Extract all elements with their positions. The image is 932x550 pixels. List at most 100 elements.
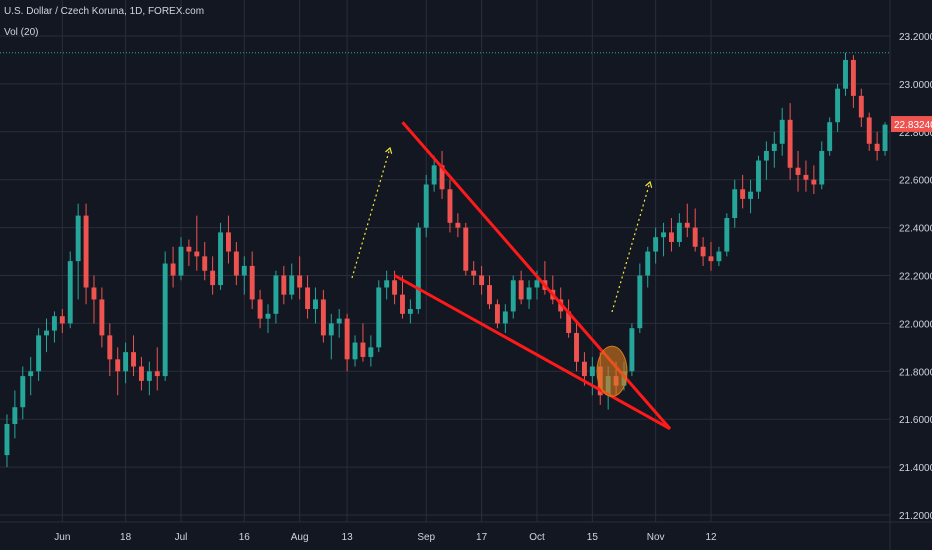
candle-body <box>273 275 279 314</box>
candle-body <box>75 215 81 262</box>
candle-body <box>653 237 659 252</box>
candle-body <box>795 167 801 175</box>
y-tick-label: 21.80000 <box>899 367 932 378</box>
candle-body <box>439 165 445 190</box>
candle-body <box>574 332 579 362</box>
breakout-highlight <box>596 345 628 397</box>
x-tick-label: Nov <box>647 532 665 543</box>
candle-body <box>716 251 722 262</box>
candle-body <box>669 232 674 242</box>
candle-body <box>360 342 366 357</box>
candle-body <box>526 287 532 300</box>
y-tick-label: 21.40000 <box>899 463 932 474</box>
candle-body <box>692 227 698 247</box>
x-axis: Jun 18 Jul 16 Aug 13 Sep 17 Oct 15 Nov 12 <box>54 532 717 543</box>
candle-body <box>843 59 848 89</box>
candle-body <box>882 124 888 151</box>
y-tick-label: 23.20000 <box>899 32 932 43</box>
candle-body <box>59 316 65 324</box>
candle-body <box>265 313 271 319</box>
candle-body <box>249 265 255 300</box>
candle-body <box>170 263 176 276</box>
candle-body <box>368 347 374 357</box>
candle-body <box>803 174 809 180</box>
candle-body <box>289 275 295 295</box>
candle-body <box>455 222 461 228</box>
arrow-shaft <box>351 147 391 279</box>
candle-body <box>154 371 160 377</box>
candle-body <box>313 299 318 310</box>
candle-body <box>676 222 682 242</box>
candle-body <box>502 311 508 324</box>
x-tick-label: 12 <box>705 532 717 543</box>
candle-body <box>518 280 524 300</box>
candle-body <box>210 270 216 286</box>
candle-body <box>51 316 57 331</box>
candle-body <box>534 280 540 288</box>
candle-body <box>463 227 469 271</box>
candle-body <box>423 184 429 228</box>
candle-body <box>328 323 334 336</box>
candle-body <box>407 309 413 314</box>
candle-body <box>494 304 500 324</box>
candle-body <box>233 251 239 276</box>
candle-body <box>771 143 777 151</box>
candle-body <box>661 232 666 238</box>
candle-body <box>510 280 516 312</box>
candle-body <box>376 287 382 348</box>
candle-body <box>194 251 200 257</box>
x-tick-label: Aug <box>291 532 309 543</box>
candle-body <box>384 280 390 288</box>
volume-indicator-label: Vol (20) <box>4 27 39 38</box>
projection-arrow-1 <box>351 146 393 279</box>
arrow-head <box>645 180 653 188</box>
candle-body <box>115 359 121 372</box>
candle-body <box>12 407 18 424</box>
x-tick-label: Sep <box>417 532 435 543</box>
candle-body <box>850 59 856 96</box>
y-axis: 23.20000 23.00000 22.80000 22.60000 22.40000… <box>899 32 932 522</box>
candle-body <box>479 275 485 286</box>
x-tick-label: Jul <box>175 532 188 543</box>
y-tick-label: 22.20000 <box>899 272 932 283</box>
candle-body <box>4 423 10 456</box>
candles <box>4 52 888 468</box>
candle-body <box>724 218 730 252</box>
candle-body <box>44 330 49 336</box>
candle-body <box>305 287 311 310</box>
candle-body <box>487 285 492 305</box>
candle-body <box>344 318 350 360</box>
candle-body <box>202 256 208 271</box>
chart-title: U.S. Dollar / Czech Koruna, 1D, FOREX.co… <box>4 6 205 17</box>
candle-body <box>83 215 89 288</box>
last-price-box <box>891 116 932 133</box>
candle-body <box>756 160 761 192</box>
y-tick-label: 23.00000 <box>899 80 932 91</box>
drawings <box>351 121 672 431</box>
candle-body <box>20 376 26 408</box>
candle-body <box>684 222 690 228</box>
candle-body <box>281 275 287 295</box>
candle-body <box>178 246 184 276</box>
candle-body <box>740 189 746 199</box>
y-tick-label: 21.60000 <box>899 415 932 426</box>
candle-body <box>629 328 635 372</box>
candle-body <box>218 232 223 286</box>
wedge-lower-line <box>393 274 671 431</box>
candle-body <box>874 143 880 151</box>
candle-body <box>91 287 97 300</box>
candle-body <box>36 335 42 372</box>
candle-body <box>400 294 405 314</box>
candle-body <box>819 150 825 185</box>
candle-body <box>241 265 247 276</box>
candle-body <box>581 361 587 377</box>
candle-body <box>123 352 129 372</box>
y-tick-label: 21.20000 <box>899 511 932 522</box>
candle-body <box>471 270 477 276</box>
candle-body <box>700 246 706 257</box>
candle-body <box>835 88 841 123</box>
candle-body <box>146 371 152 381</box>
candle-body <box>336 318 342 324</box>
candle-body <box>138 366 144 381</box>
